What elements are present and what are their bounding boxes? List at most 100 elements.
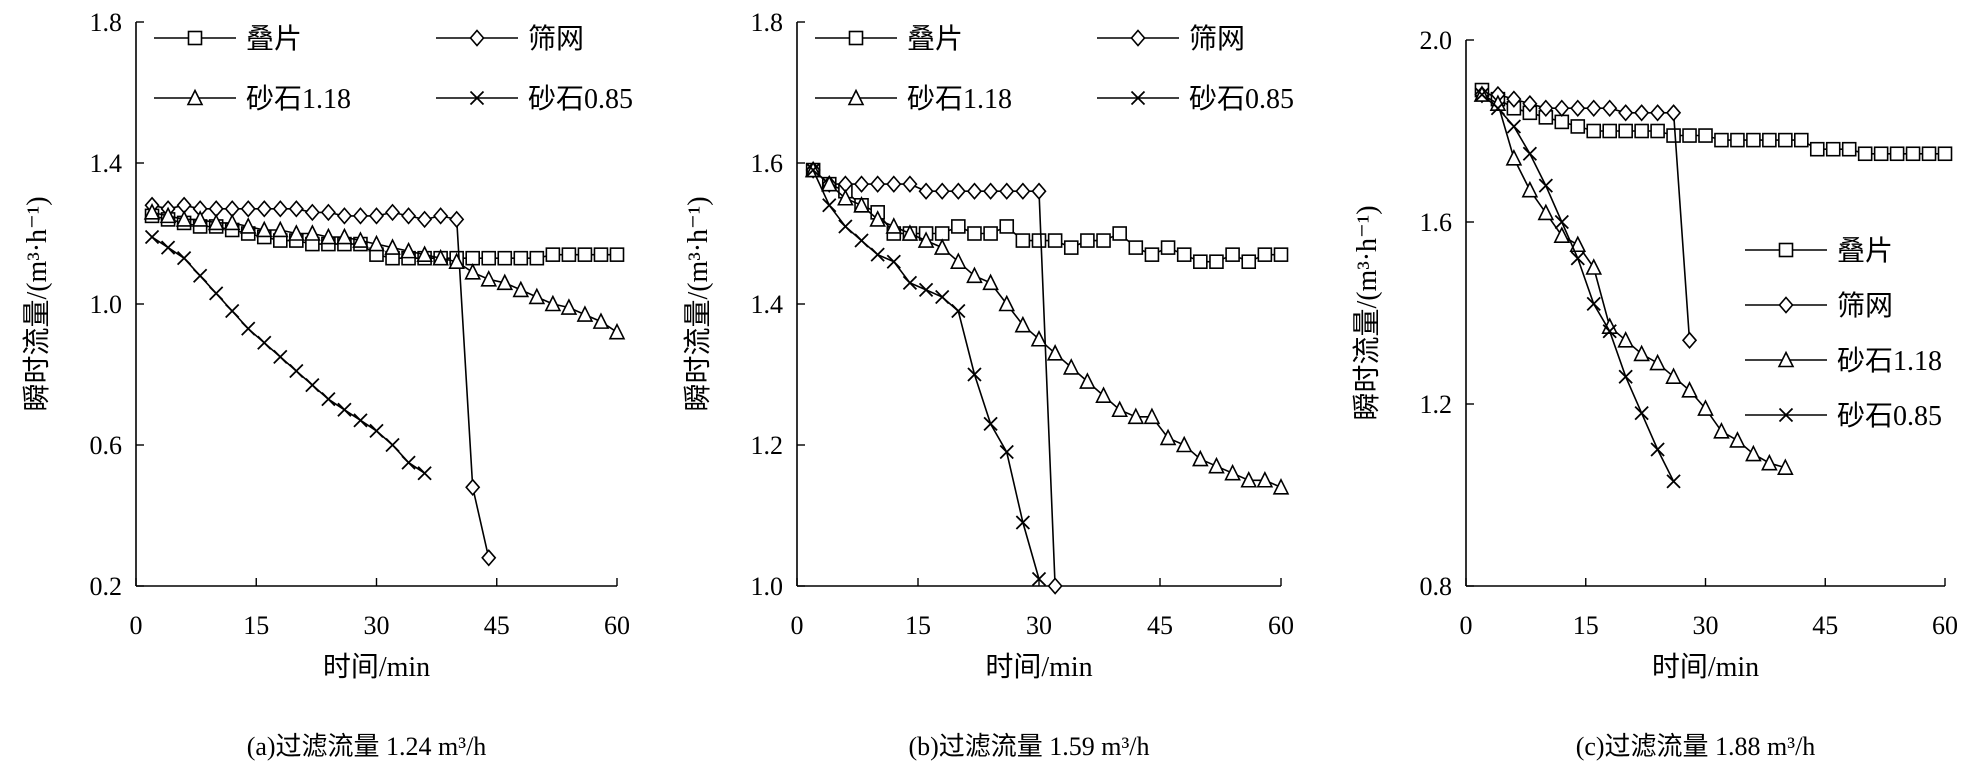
- data-point: [1905, 146, 1921, 162]
- data-point: [512, 280, 530, 298]
- data-point: [1825, 141, 1841, 157]
- data-point: [1538, 178, 1553, 193]
- data-point: [257, 335, 272, 350]
- data-series: [143, 203, 626, 340]
- data-point: [1618, 369, 1633, 384]
- data-point: [1047, 577, 1063, 595]
- data-point: [966, 182, 983, 200]
- data-point: [608, 322, 626, 340]
- data-point: [870, 175, 886, 193]
- data-point: [239, 217, 257, 234]
- data-point: [1857, 146, 1873, 162]
- data-point: [561, 247, 577, 262]
- data-point: [1015, 182, 1031, 200]
- data-point: [950, 252, 967, 270]
- y-axis-title: 瞬时流量/(m³·h⁻¹): [21, 196, 53, 411]
- data-point: [1682, 128, 1697, 143]
- legend-item: 叠片: [815, 23, 963, 55]
- data-point: [1015, 233, 1031, 248]
- x-tick-label: 45: [1812, 611, 1838, 640]
- y-tick-label: 1.6: [751, 149, 784, 178]
- data-point: [886, 175, 902, 193]
- data-point: [1031, 182, 1047, 200]
- data-point: [272, 220, 289, 238]
- data-point: [1095, 386, 1112, 403]
- data-point: [1586, 123, 1602, 139]
- data-point: [1030, 329, 1048, 347]
- x-tick-label: 30: [1026, 611, 1052, 640]
- y-tick-label: 0.8: [1420, 572, 1453, 601]
- data-point: [1618, 123, 1633, 139]
- data-point: [1192, 449, 1209, 467]
- data-series: [1474, 87, 1681, 489]
- data-point: [935, 289, 950, 305]
- data-point: [838, 219, 853, 234]
- data-point: [353, 413, 368, 428]
- data-point: [934, 182, 950, 200]
- data-point: [336, 207, 352, 225]
- data-point: [1777, 458, 1794, 476]
- data-point: [951, 303, 966, 319]
- data-point: [240, 200, 256, 218]
- legend-label: 砂石1.18: [1837, 345, 1942, 377]
- x-tick-label: 0: [1460, 611, 1473, 640]
- data-point: [1014, 315, 1032, 333]
- data-point: [1937, 146, 1953, 162]
- legend-marker: [1778, 242, 1794, 258]
- data-series: [1474, 85, 1698, 350]
- legend-label: 叠片: [907, 23, 963, 55]
- data-point: [544, 294, 562, 312]
- data-point: [400, 241, 417, 259]
- data-point: [901, 224, 919, 241]
- data-point: [417, 210, 433, 229]
- data-point: [853, 196, 870, 213]
- legend-label: 叠片: [246, 23, 302, 55]
- legend-label: 筛网: [528, 23, 584, 55]
- x-axis-title: 时间/min: [323, 651, 430, 683]
- data-point: [870, 247, 885, 262]
- data-point: [241, 321, 256, 336]
- data-point: [1080, 233, 1095, 248]
- legend-item: 砂石1.18: [1745, 345, 1942, 377]
- panel-caption: (a)过滤流量 1.24 m³/h: [247, 732, 487, 761]
- data-point: [1554, 99, 1570, 117]
- data-point: [448, 252, 465, 270]
- data-point: [433, 207, 449, 225]
- data-point: [1570, 99, 1586, 117]
- data-point: [1062, 358, 1080, 375]
- data-point: [950, 182, 966, 200]
- data-point: [289, 363, 304, 379]
- series-line: [812, 169, 1056, 587]
- data-point: [1633, 344, 1650, 362]
- x-tick-label: 45: [484, 611, 510, 640]
- data-point: [273, 349, 288, 365]
- data-point: [1553, 226, 1571, 243]
- data-point: [1569, 235, 1587, 253]
- data-point: [1096, 233, 1111, 248]
- data-point: [209, 286, 224, 301]
- chart-panel: 1.0 1.2 1.4 1.6 1.8 0 15 30 45 60 时间/min 瞬时流量/(m³·h…: [682, 8, 1294, 761]
- legend-label: 叠片: [1837, 235, 1893, 267]
- data-point: [513, 250, 529, 266]
- series-line: [1481, 93, 1675, 482]
- data-point: [304, 203, 320, 222]
- data-point: [1634, 104, 1650, 122]
- data-point: [1745, 444, 1762, 462]
- x-tick-label: 15: [1573, 611, 1599, 640]
- data-point: [384, 238, 401, 255]
- data-point: [385, 437, 400, 453]
- data-point: [1209, 254, 1224, 269]
- data-point: [1554, 214, 1569, 230]
- data-series: [1474, 82, 1953, 162]
- data-point: [159, 206, 177, 224]
- legend-item: 砂石1.18: [154, 83, 351, 115]
- legend-marker: [186, 88, 204, 106]
- x-tick-label: 60: [1932, 611, 1958, 640]
- data-point: [1794, 132, 1809, 148]
- y-tick-label: 1.4: [90, 149, 123, 178]
- legend-label: 筛网: [1837, 290, 1893, 322]
- legend-item: 砂石0.85: [1097, 83, 1294, 115]
- legend-marker: [1130, 90, 1146, 106]
